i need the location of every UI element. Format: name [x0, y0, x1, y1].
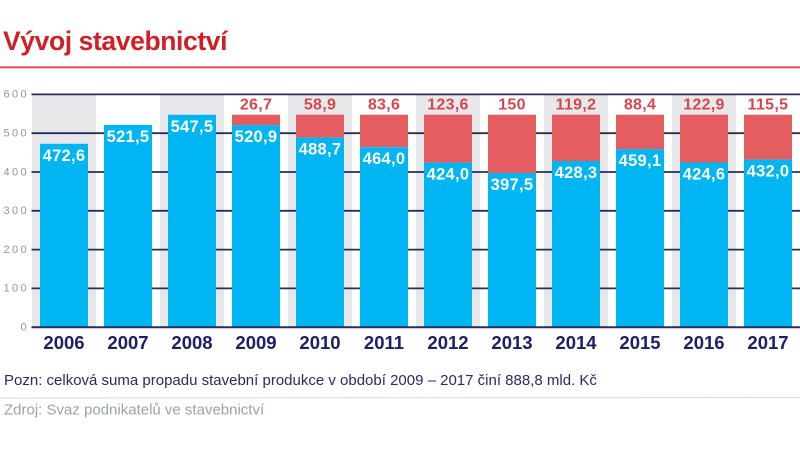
svg-text:424,0: 424,0 — [427, 166, 470, 184]
svg-text:300: 300 — [3, 205, 29, 217]
svg-text:600: 600 — [3, 89, 29, 101]
svg-text:58,9: 58,9 — [304, 97, 336, 114]
svg-text:2011: 2011 — [364, 332, 404, 353]
svg-text:0: 0 — [20, 322, 29, 334]
svg-text:2013: 2013 — [491, 332, 532, 353]
svg-text:428,3: 428,3 — [555, 164, 598, 182]
svg-text:88,4: 88,4 — [624, 97, 656, 114]
svg-text:397,5: 397,5 — [491, 176, 534, 194]
svg-text:459,1: 459,1 — [619, 152, 662, 170]
svg-text:521,5: 521,5 — [107, 128, 150, 146]
svg-text:2017: 2017 — [747, 332, 788, 353]
svg-text:500: 500 — [3, 128, 29, 140]
svg-text:488,7: 488,7 — [299, 141, 342, 159]
svg-text:472,6: 472,6 — [43, 147, 86, 165]
svg-text:Pozn: celková suma propadu sta: Pozn: celková suma propadu stavební prod… — [4, 372, 597, 389]
svg-text:2009: 2009 — [235, 332, 276, 353]
svg-text:2012: 2012 — [427, 332, 468, 353]
svg-text:2014: 2014 — [555, 332, 597, 353]
svg-text:464,0: 464,0 — [363, 150, 406, 168]
svg-text:2007: 2007 — [107, 332, 148, 353]
svg-text:119,2: 119,2 — [556, 97, 597, 114]
svg-text:122,9: 122,9 — [683, 97, 725, 114]
svg-text:123,6: 123,6 — [427, 97, 469, 114]
svg-text:200: 200 — [3, 244, 29, 256]
svg-text:Zdroj: Svaz podnikatelů ve sta: Zdroj: Svaz podnikatelů ve stavebnictví — [4, 402, 265, 419]
svg-text:Vývoj stavebnictví: Vývoj stavebnictví — [3, 26, 229, 56]
svg-text:2015: 2015 — [619, 332, 660, 353]
svg-text:100: 100 — [3, 283, 29, 295]
svg-text:2008: 2008 — [171, 332, 212, 353]
svg-text:2010: 2010 — [299, 332, 340, 353]
svg-text:547,5: 547,5 — [171, 118, 214, 136]
svg-text:520,9: 520,9 — [235, 128, 278, 146]
svg-text:2016: 2016 — [683, 332, 724, 353]
svg-text:83,6: 83,6 — [368, 97, 400, 114]
svg-text:432,0: 432,0 — [747, 163, 790, 181]
svg-text:2006: 2006 — [43, 332, 84, 353]
svg-text:115,5: 115,5 — [748, 97, 789, 114]
svg-text:150: 150 — [498, 97, 526, 114]
svg-text:26,7: 26,7 — [240, 97, 272, 114]
svg-text:400: 400 — [3, 166, 29, 178]
svg-text:424,6: 424,6 — [683, 166, 726, 184]
